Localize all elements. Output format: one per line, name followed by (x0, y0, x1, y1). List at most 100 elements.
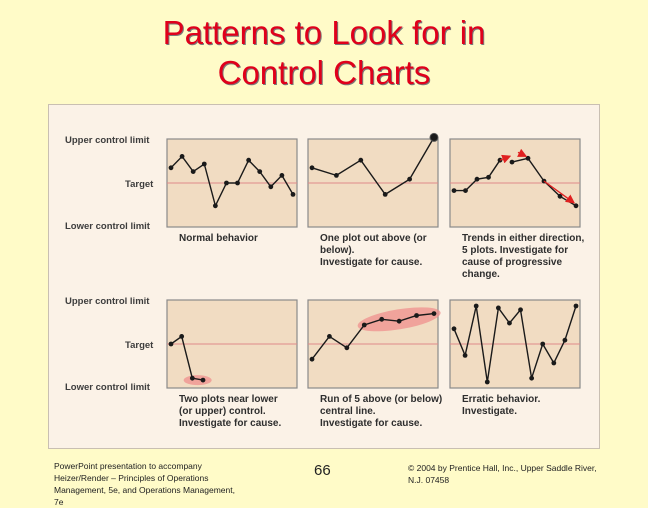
data-point (562, 337, 568, 343)
footer-credit-line: Management, 5e, and Operations Managemen… (54, 485, 235, 495)
panel-caption-trends: Trends in either direction, 5 plots. Inve… (462, 233, 584, 280)
data-point (309, 356, 315, 362)
data-point (358, 157, 364, 163)
footer-credit-line: PowerPoint presentation to accompany (54, 461, 202, 471)
data-point (509, 159, 515, 165)
data-point (463, 188, 468, 193)
page-title-line-1: Patterns to Look for in (162, 14, 486, 51)
data-point (309, 165, 315, 171)
data-point (327, 334, 332, 339)
panel-caption-erratic: Erratic behavior. Investigate. (462, 394, 541, 417)
footer-copyright-line: © 2004 by Prentice Hall, Inc., Upper Sad… (408, 463, 597, 473)
out-of-control-point (429, 132, 439, 142)
chart-panel-one-out (307, 132, 439, 228)
panel-caption-line: Erratic behavior. (462, 394, 541, 405)
data-point (557, 193, 563, 199)
target-label-top: Target (125, 179, 154, 190)
trend-down-arrow-top (516, 148, 528, 157)
chart-panel-erratic (449, 299, 581, 389)
series-line (170, 155, 294, 208)
data-point (361, 322, 367, 328)
data-point (382, 192, 388, 197)
data-point (573, 303, 579, 309)
data-point (573, 203, 579, 209)
chart-panel-run-of-five (307, 299, 441, 389)
page-title-line-2: Control Charts (217, 54, 431, 91)
panel-caption-line: cause of progressive (462, 257, 562, 268)
panel-caption-line: 5 plots. Investigate for (462, 245, 568, 256)
data-point (212, 203, 218, 209)
footer-credit: PowerPoint presentation to accompany Hei… (54, 460, 264, 508)
chart-panel-near-limit (166, 299, 298, 389)
data-point (279, 173, 285, 178)
data-point (551, 360, 557, 366)
data-point (396, 318, 402, 324)
page-number: 66 (314, 462, 331, 479)
footer-copyright-line: N.J. 07458 (408, 475, 450, 485)
data-point (257, 169, 263, 174)
panel-caption-line: below). (320, 245, 355, 256)
data-point (451, 188, 457, 193)
data-point (486, 174, 491, 180)
chart-panel-trends (449, 138, 581, 228)
data-point (407, 176, 412, 182)
data-point (473, 303, 479, 309)
upper-limit-label-bottom: Upper control limit (65, 296, 150, 307)
panel-caption-line: Two plots near lower (179, 394, 278, 405)
data-point (431, 311, 437, 316)
data-point (495, 305, 501, 311)
control-chart-patterns-diagram: Upper control limit Target Lower control… (65, 132, 584, 429)
data-point (344, 345, 350, 351)
data-point (518, 307, 523, 313)
panel-caption-line: central line. (320, 406, 376, 417)
near-limit-highlight (183, 375, 212, 386)
panel-caption-line: Trends in either direction, (462, 233, 584, 244)
data-point (507, 320, 512, 326)
data-point (246, 157, 252, 163)
data-point (462, 353, 468, 358)
control-chart-figure: Upper control limit Target Lower control… (48, 104, 600, 449)
data-point (451, 326, 457, 332)
panel-caption-line: Investigate for cause. (320, 418, 422, 429)
data-point (379, 316, 385, 322)
panel-caption-line: Investigate for cause. (320, 257, 422, 268)
panel-caption-line: Normal behavior (179, 233, 258, 244)
series-line (170, 335, 204, 381)
panel-caption-near-limit: Two plots near lower (or upper) control. I… (179, 394, 281, 429)
data-point (201, 161, 207, 167)
lower-limit-label-bottom: Lower control limit (65, 382, 151, 393)
data-point (474, 176, 480, 182)
data-point (334, 173, 339, 178)
panel-caption-line: Investigate. (462, 406, 517, 417)
data-point (190, 169, 196, 174)
data-point (179, 154, 185, 159)
trend-up-arrow (499, 154, 512, 164)
upper-limit-label-top: Upper control limit (65, 135, 150, 146)
data-point (235, 180, 240, 186)
data-point (179, 334, 185, 339)
footer-copyright: © 2004 by Prentice Hall, Inc., Upper Sad… (408, 462, 638, 486)
data-point (224, 180, 229, 186)
data-point (414, 313, 419, 318)
data-point (168, 165, 174, 171)
data-point (525, 155, 531, 161)
panel-caption-normal: Normal behavior (179, 233, 258, 244)
data-point (268, 184, 274, 190)
trend-down-arrow (543, 180, 576, 204)
panel-caption-line: change. (462, 269, 500, 280)
panel-caption-line: Run of 5 above (or below) (320, 394, 442, 405)
lower-limit-label-top: Lower control limit (65, 221, 151, 232)
panel-caption-line: (or upper) control. (179, 406, 266, 417)
data-point (290, 192, 296, 197)
panel-caption-line: One plot out above (or (320, 233, 427, 244)
footer-credit-line: 7e (54, 497, 64, 507)
panel-caption-one-out: One plot out above (or below). Investigate… (320, 233, 427, 268)
panel-caption-line: Investigate for cause. (179, 418, 281, 429)
series-line (453, 305, 577, 383)
data-point (484, 379, 490, 385)
chart-panel-normal (166, 138, 298, 228)
series-line (311, 137, 435, 196)
data-point (168, 341, 174, 347)
data-point (529, 375, 535, 381)
data-point (200, 377, 206, 383)
